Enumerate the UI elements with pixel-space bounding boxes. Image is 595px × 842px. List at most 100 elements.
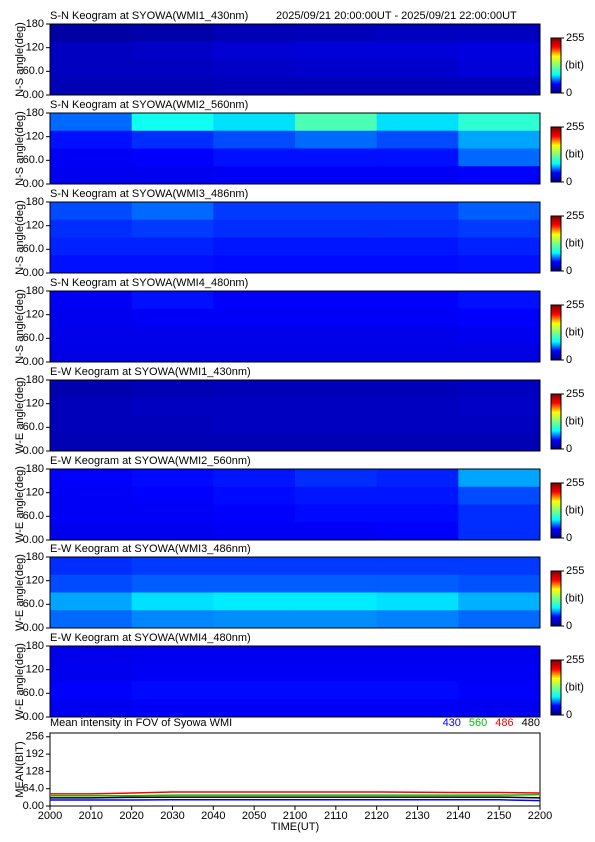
y-axis-label: W-E angle(deg) <box>14 643 26 720</box>
heat-cell <box>50 148 133 167</box>
heat-cell <box>131 663 214 682</box>
y-tick-label: 60.0 <box>23 65 44 77</box>
colorbar-tick-label: 255 <box>566 565 584 577</box>
colorbar-tick-label: 0 <box>566 354 572 366</box>
legend-entry: 486 <box>495 717 513 729</box>
y-tick-label: 0.00 <box>23 267 44 279</box>
heat-cell <box>131 557 214 576</box>
heat-cell <box>458 148 541 167</box>
heat-cell <box>50 166 133 185</box>
y-tick-label: 180 <box>26 107 44 119</box>
heat-cell <box>376 522 459 541</box>
heat-cell <box>295 646 378 665</box>
heat-cell <box>376 344 459 363</box>
heat-cell <box>131 486 214 505</box>
heat-cell <box>131 291 214 310</box>
y-tick-label: 180 <box>26 551 44 563</box>
heat-cell <box>213 486 296 505</box>
heat-cell <box>131 59 214 78</box>
heat-cell <box>458 326 541 345</box>
heat-cell <box>50 486 133 505</box>
y-tick-label: 180 <box>26 374 44 386</box>
heat-cell <box>213 113 296 132</box>
x-tick-label: 2020 <box>119 810 143 822</box>
colorbar-tick-label: 255 <box>566 388 584 400</box>
panel-subtitle: 2025/09/21 20:00:00UT - 2025/09/21 22:00… <box>276 10 517 22</box>
heat-cell <box>458 41 541 60</box>
colorbar-label: (bit) <box>565 148 584 160</box>
x-tick-label: 2040 <box>201 810 225 822</box>
heat-cell <box>50 433 133 452</box>
heat-cell <box>295 663 378 682</box>
colorbar <box>550 393 562 450</box>
heat-cell <box>213 166 296 185</box>
heat-cell <box>50 699 133 718</box>
heat-cell <box>295 699 378 718</box>
heat-cell <box>458 291 541 310</box>
heat-cell <box>458 24 541 43</box>
heat-cell <box>131 681 214 700</box>
colorbar-tick-label: 255 <box>566 121 584 133</box>
heat-cell <box>213 41 296 60</box>
heat-cell <box>376 681 459 700</box>
y-tick-label: 180 <box>26 18 44 30</box>
heat-cell <box>213 610 296 629</box>
heat-cell <box>458 504 541 523</box>
heat-cell <box>50 77 133 96</box>
panel-title: S-N Keogram at SYOWA(WMI2_560nm) <box>50 99 248 111</box>
heat-cell <box>458 219 541 238</box>
heat-cell <box>295 308 378 327</box>
heat-cell <box>458 130 541 149</box>
heat-cell <box>50 237 133 256</box>
heat-cell <box>295 469 378 488</box>
heat-cell <box>213 646 296 665</box>
heat-cell <box>213 699 296 718</box>
heat-cell <box>295 77 378 96</box>
heat-cell <box>458 237 541 256</box>
heat-cell <box>213 24 296 43</box>
heat-cell <box>50 504 133 523</box>
heat-cell <box>295 397 378 416</box>
heat-cell <box>376 41 459 60</box>
heat-cell <box>131 415 214 434</box>
heat-cell <box>458 592 541 611</box>
x-tick-label: 2110 <box>324 810 348 822</box>
y-tick-label: 0.00 <box>23 178 44 190</box>
heat-cell <box>376 592 459 611</box>
heat-cell <box>295 166 378 185</box>
heat-cell <box>213 380 296 399</box>
colorbar <box>550 126 562 183</box>
heat-cell <box>376 557 459 576</box>
y-tick-label: 0.00 <box>23 534 44 546</box>
heat-cell <box>295 486 378 505</box>
y-tick-label: 0.00 <box>23 622 44 634</box>
colorbar-tick-label: 0 <box>566 620 572 632</box>
y-tick-label: 120 <box>26 42 44 54</box>
heat-cell <box>50 59 133 78</box>
heat-cell <box>376 504 459 523</box>
heat-cell <box>50 308 133 327</box>
heat-cell <box>295 433 378 452</box>
heat-cell <box>376 326 459 345</box>
heat-cell <box>213 592 296 611</box>
heat-cell <box>131 574 214 593</box>
colorbar <box>550 570 562 627</box>
heat-cell <box>213 148 296 167</box>
heat-cell <box>295 681 378 700</box>
colorbar-tick-label: 0 <box>566 265 572 277</box>
heat-cell <box>376 610 459 629</box>
y-tick-label: 120 <box>26 664 44 676</box>
heat-cell <box>295 557 378 576</box>
heat-cell <box>295 113 378 132</box>
colorbar-label: (bit) <box>565 326 584 338</box>
heat-cell <box>213 344 296 363</box>
heat-cell <box>376 291 459 310</box>
heat-cell <box>213 291 296 310</box>
heat-cell <box>376 202 459 221</box>
y-axis-label: MEAN(BIT) <box>14 741 26 797</box>
y-tick-label: 128 <box>26 765 44 777</box>
colorbar-tick-label: 0 <box>566 443 572 455</box>
heat-cell <box>213 415 296 434</box>
x-tick-label: 2130 <box>405 810 429 822</box>
heat-cell <box>295 59 378 78</box>
